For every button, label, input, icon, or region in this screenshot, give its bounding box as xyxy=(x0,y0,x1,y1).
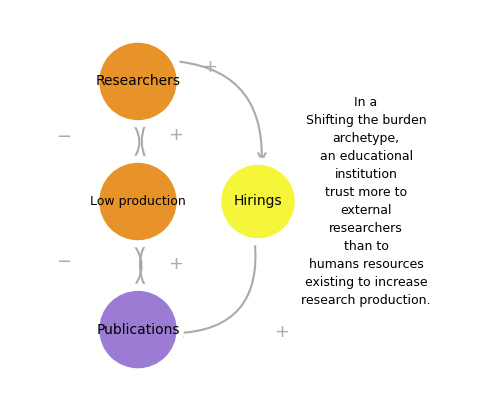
Circle shape xyxy=(100,164,176,239)
Text: Publications: Publications xyxy=(96,322,180,337)
Text: +: + xyxy=(274,322,289,341)
FancyArrowPatch shape xyxy=(142,108,157,177)
Circle shape xyxy=(100,291,176,368)
Text: +: + xyxy=(168,127,184,144)
FancyArrowPatch shape xyxy=(168,60,266,160)
Circle shape xyxy=(92,285,183,375)
Circle shape xyxy=(94,38,182,125)
FancyArrowPatch shape xyxy=(125,234,142,296)
Text: +: + xyxy=(202,58,218,77)
Circle shape xyxy=(218,162,298,241)
Circle shape xyxy=(96,288,180,372)
Circle shape xyxy=(215,158,301,245)
Text: Researchers: Researchers xyxy=(96,75,180,88)
FancyArrowPatch shape xyxy=(125,114,140,168)
Text: −: − xyxy=(56,129,72,146)
Text: Hirings: Hirings xyxy=(234,195,282,208)
Circle shape xyxy=(222,166,294,237)
Circle shape xyxy=(94,286,182,373)
Circle shape xyxy=(92,36,183,127)
Circle shape xyxy=(94,158,182,245)
Circle shape xyxy=(100,44,176,119)
Circle shape xyxy=(96,39,180,123)
Text: +: + xyxy=(168,255,184,272)
Circle shape xyxy=(92,156,183,247)
Text: −: − xyxy=(56,253,72,270)
Circle shape xyxy=(216,160,300,243)
Text: In a
Shifting the burden
archetype,
an educational
institution
trust more to
ext: In a Shifting the burden archetype, an e… xyxy=(302,96,431,307)
Text: Low production: Low production xyxy=(90,195,186,208)
FancyArrowPatch shape xyxy=(176,240,256,337)
FancyArrowPatch shape xyxy=(140,228,157,305)
Circle shape xyxy=(96,160,180,243)
